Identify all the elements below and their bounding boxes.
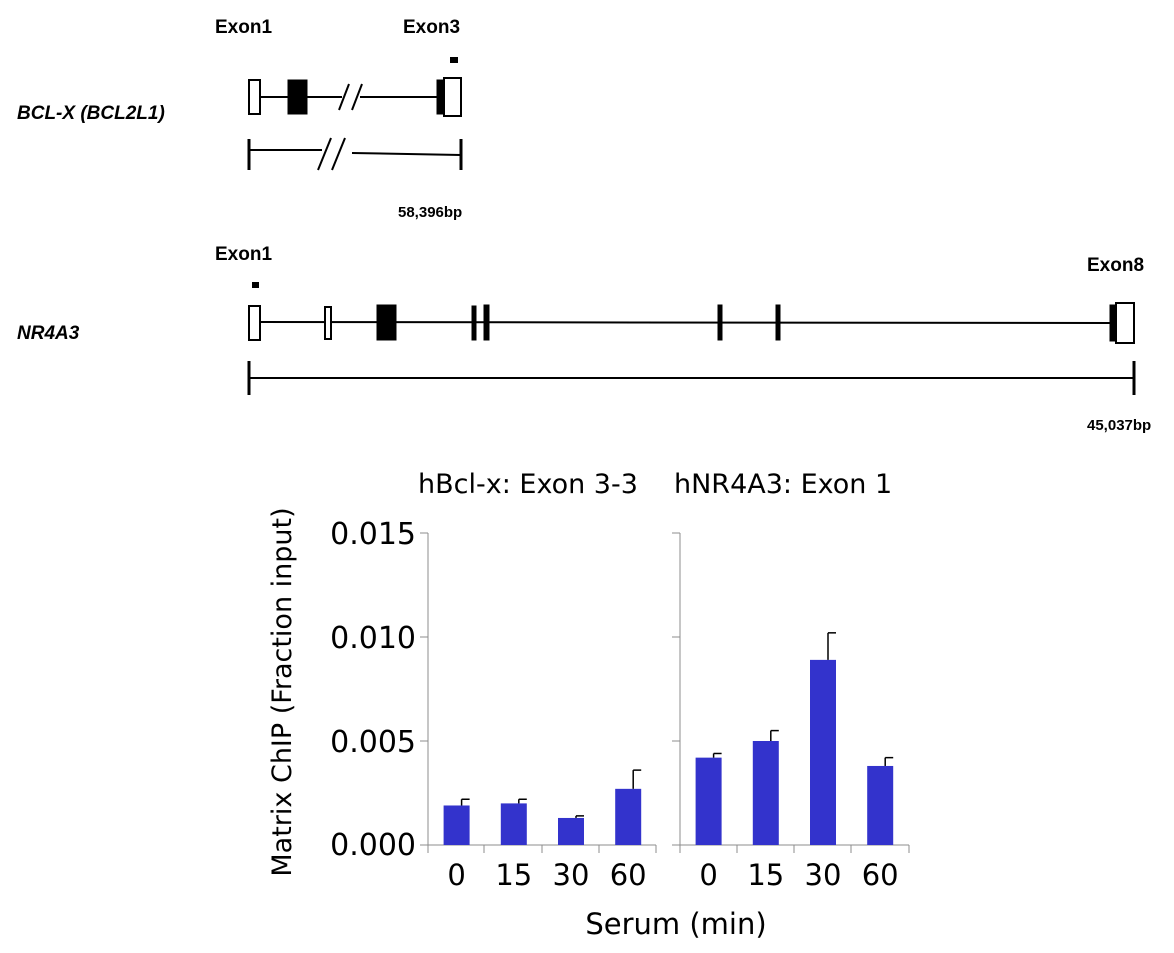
bclx-exon-3 (443, 77, 462, 117)
bclx-exon-2 (287, 79, 308, 115)
bclx-scale-bar (247, 137, 463, 171)
panel-2-title: hNR4A3: Exon 1 (674, 469, 892, 500)
panel-1-bar-0 (443, 805, 470, 845)
nr4a3-exon-7 (775, 304, 781, 341)
panel-1-bar-60 (615, 788, 642, 845)
panel-2-bar-60 (867, 765, 894, 845)
panel-1-bar-30 (558, 817, 584, 845)
nr4a3-exon-4 (471, 305, 477, 341)
panel-1-x-tick-30: 30 (553, 858, 590, 892)
nr4a3-gene-model (248, 302, 1135, 344)
panel-1-axes (427, 844, 657, 853)
x-axis-label: Serum (min) (585, 907, 766, 941)
bclx-gene-model (248, 77, 462, 117)
bclx-exon-start-label: Exon1 (215, 17, 272, 38)
nr4a3-exon-6 (717, 304, 723, 341)
x-tick-labels: 0 15 30 60 0 15 30 60 (447, 858, 898, 892)
panel-1-x-tick-0: 0 (447, 858, 465, 892)
panel-2-bar-0 (695, 757, 722, 845)
bars-layer (443, 632, 894, 845)
bclx-exon-1 (248, 79, 261, 115)
nr4a3-exon-start-label: Exon1 (215, 244, 272, 265)
y-tick-label-2: 0.010 (330, 621, 416, 656)
panel-2-x-tick-0: 0 (699, 858, 717, 892)
y-axis-label: Matrix ChIP (Fraction input) (267, 507, 298, 876)
y-tick-label-1: 0.005 (330, 725, 416, 760)
bclx-length-label: 58,396bp (398, 204, 462, 221)
nr4a3-exon-2 (324, 306, 332, 340)
y-tick-label-0: 0.000 (330, 828, 416, 863)
panel-1-bar-15 (500, 803, 527, 845)
y-axis: 0.000 0.005 0.010 0.015 (330, 517, 429, 863)
panel-2-x-tick-30: 30 (805, 858, 842, 892)
nr4a3-exon-5 (483, 304, 490, 341)
panel-1-x-tick-60: 60 (610, 858, 647, 892)
bar-chart: hBcl-x: Exon 3-3 hNR4A3: Exon 1 Matrix C… (267, 469, 910, 941)
nr4a3-diagram: Exon1 Exon8 NR4A3 45,037bp (17, 244, 1151, 434)
panel-2-x-tick-60: 60 (862, 858, 899, 892)
panel-1-x-tick-15: 15 (495, 858, 532, 892)
nr4a3-scale-bar (247, 361, 1136, 395)
nr4a3-exon-end-label: Exon8 (1087, 255, 1144, 276)
y-tick-label-3: 0.015 (330, 517, 416, 552)
nr4a3-exon-3 (376, 304, 397, 341)
nr4a3-exon-1 (248, 305, 261, 341)
bclx-diagram: Exon1 Exon3 BCL-X (BCL2L1) 58,396bp (17, 17, 463, 221)
bclx-probe-mark (450, 57, 458, 63)
nr4a3-length-label: 45,037bp (1087, 417, 1151, 434)
panel-2-x-tick-15: 15 (747, 858, 784, 892)
panel-2-bar-15 (752, 741, 779, 845)
panel-2-bar-30 (810, 659, 836, 845)
nr4a3-probe-mark (252, 282, 259, 288)
nr4a3-gene-label: NR4A3 (17, 323, 80, 344)
nr4a3-exon-8 (1115, 302, 1135, 344)
panel-1-title: hBcl-x: Exon 3-3 (418, 469, 638, 500)
bclx-exon-end-label: Exon3 (403, 17, 460, 38)
bclx-gene-label: BCL-X (BCL2L1) (17, 103, 165, 124)
bclx-exon-3a (436, 79, 444, 115)
